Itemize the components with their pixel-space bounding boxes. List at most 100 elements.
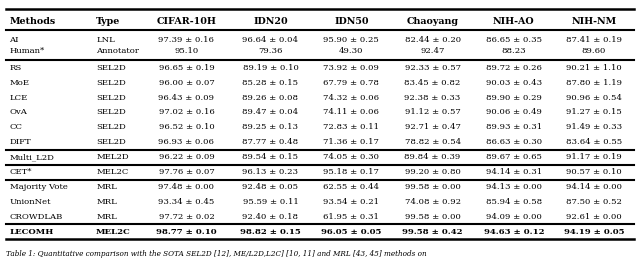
Text: MoE: MoE (10, 79, 29, 87)
Text: 86.65 ± 0.35: 86.65 ± 0.35 (486, 36, 542, 44)
Text: 91.17 ± 0.19: 91.17 ± 0.19 (566, 153, 621, 161)
Text: 92.38 ± 0.33: 92.38 ± 0.33 (404, 93, 461, 102)
Text: 97.76 ± 0.07: 97.76 ± 0.07 (159, 168, 214, 176)
Text: 78.82 ± 0.54: 78.82 ± 0.54 (404, 138, 461, 146)
Text: DIFT: DIFT (10, 138, 31, 146)
Text: 96.93 ± 0.06: 96.93 ± 0.06 (159, 138, 214, 146)
Text: LNL: LNL (96, 36, 115, 44)
Text: 97.02 ± 0.16: 97.02 ± 0.16 (159, 109, 214, 116)
Text: 62.55 ± 0.44: 62.55 ± 0.44 (323, 183, 380, 191)
Text: 93.34 ± 0.45: 93.34 ± 0.45 (158, 198, 214, 206)
Text: 96.05 ± 0.05: 96.05 ± 0.05 (321, 228, 381, 236)
Text: 92.40 ± 0.18: 92.40 ± 0.18 (243, 213, 298, 221)
Text: MRL: MRL (96, 198, 117, 206)
Text: Table 1: Quantitative comparison with the SOTA SEL2D [12], ME/L2D,L2C] [10, 11] : Table 1: Quantitative comparison with th… (6, 250, 427, 258)
Text: MEL2C: MEL2C (96, 168, 129, 176)
Text: 87.77 ± 0.48: 87.77 ± 0.48 (243, 138, 298, 146)
Text: OvA: OvA (10, 109, 28, 116)
Text: 96.22 ± 0.09: 96.22 ± 0.09 (159, 153, 214, 161)
Text: 95.10: 95.10 (174, 47, 198, 55)
Text: 72.83 ± 0.11: 72.83 ± 0.11 (323, 123, 380, 131)
Text: 95.18 ± 0.17: 95.18 ± 0.17 (323, 168, 380, 176)
Text: 99.20 ± 0.80: 99.20 ± 0.80 (404, 168, 461, 176)
Text: Majority Vote: Majority Vote (10, 183, 67, 191)
Text: Chaoyang: Chaoyang (406, 17, 459, 26)
Text: 96.65 ± 0.19: 96.65 ± 0.19 (159, 64, 214, 72)
Text: 88.23: 88.23 (502, 47, 526, 55)
Text: 89.84 ± 0.39: 89.84 ± 0.39 (404, 153, 461, 161)
Text: 96.13 ± 0.23: 96.13 ± 0.23 (243, 168, 298, 176)
Text: Type: Type (96, 17, 120, 26)
Text: UnionNet: UnionNet (10, 198, 51, 206)
Text: SEL2D: SEL2D (96, 93, 126, 102)
Text: IDN20: IDN20 (253, 17, 288, 26)
Text: Annotator: Annotator (96, 47, 139, 55)
Text: 85.28 ± 0.15: 85.28 ± 0.15 (243, 79, 298, 87)
Text: 87.41 ± 0.19: 87.41 ± 0.19 (566, 36, 622, 44)
Text: 67.79 ± 0.78: 67.79 ± 0.78 (323, 79, 380, 87)
Text: 98.77 ± 0.10: 98.77 ± 0.10 (156, 228, 217, 236)
Text: 89.93 ± 0.31: 89.93 ± 0.31 (486, 123, 542, 131)
Text: 97.39 ± 0.16: 97.39 ± 0.16 (159, 36, 214, 44)
Text: 89.72 ± 0.26: 89.72 ± 0.26 (486, 64, 541, 72)
Text: 94.19 ± 0.05: 94.19 ± 0.05 (564, 228, 624, 236)
Text: 96.43 ± 0.09: 96.43 ± 0.09 (159, 93, 214, 102)
Text: 98.82 ± 0.15: 98.82 ± 0.15 (240, 228, 301, 236)
Text: MRL: MRL (96, 183, 117, 191)
Text: CIFAR-10H: CIFAR-10H (156, 17, 216, 26)
Text: 90.03 ± 0.43: 90.03 ± 0.43 (486, 79, 542, 87)
Text: 99.58 ± 0.00: 99.58 ± 0.00 (404, 213, 461, 221)
Text: 83.45 ± 0.82: 83.45 ± 0.82 (404, 79, 461, 87)
Text: RS: RS (10, 64, 22, 72)
Text: 92.47: 92.47 (420, 47, 445, 55)
Text: 85.94 ± 0.58: 85.94 ± 0.58 (486, 198, 542, 206)
Text: 96.64 ± 0.04: 96.64 ± 0.04 (243, 36, 298, 44)
Text: 89.26 ± 0.08: 89.26 ± 0.08 (243, 93, 298, 102)
Text: 91.12 ± 0.57: 91.12 ± 0.57 (404, 109, 460, 116)
Text: 95.90 ± 0.25: 95.90 ± 0.25 (323, 36, 380, 44)
Text: 91.49 ± 0.33: 91.49 ± 0.33 (566, 123, 622, 131)
Text: 89.67 ± 0.65: 89.67 ± 0.65 (486, 153, 541, 161)
Text: 89.54 ± 0.15: 89.54 ± 0.15 (243, 153, 298, 161)
Text: 74.05 ± 0.30: 74.05 ± 0.30 (323, 153, 380, 161)
Text: 92.71 ± 0.47: 92.71 ± 0.47 (404, 123, 461, 131)
Text: 83.64 ± 0.55: 83.64 ± 0.55 (566, 138, 622, 146)
Text: SEL2D: SEL2D (96, 109, 126, 116)
Text: 89.60: 89.60 (582, 47, 606, 55)
Text: IDN50: IDN50 (334, 17, 369, 26)
Text: 89.19 ± 0.10: 89.19 ± 0.10 (243, 64, 298, 72)
Text: CC: CC (10, 123, 22, 131)
Text: 90.57 ± 0.10: 90.57 ± 0.10 (566, 168, 621, 176)
Text: 93.54 ± 0.21: 93.54 ± 0.21 (323, 198, 380, 206)
Text: LECOMH: LECOMH (10, 228, 54, 236)
Text: 74.32 ± 0.06: 74.32 ± 0.06 (323, 93, 380, 102)
Text: 89.47 ± 0.04: 89.47 ± 0.04 (243, 109, 298, 116)
Text: 90.21 ± 1.10: 90.21 ± 1.10 (566, 64, 621, 72)
Text: Multi_L2D: Multi_L2D (10, 153, 54, 161)
Text: 89.90 ± 0.29: 89.90 ± 0.29 (486, 93, 541, 102)
Text: MEL2C: MEL2C (96, 228, 131, 236)
Text: CET*: CET* (10, 168, 32, 176)
Text: 94.13 ± 0.00: 94.13 ± 0.00 (486, 183, 542, 191)
Text: SEL2D: SEL2D (96, 79, 126, 87)
Text: 92.61 ± 0.00: 92.61 ± 0.00 (566, 213, 621, 221)
Text: 94.09 ± 0.00: 94.09 ± 0.00 (486, 213, 541, 221)
Text: AI: AI (10, 36, 19, 44)
Text: 49.30: 49.30 (339, 47, 364, 55)
Text: 82.44 ± 0.20: 82.44 ± 0.20 (404, 36, 461, 44)
Text: 90.06 ± 0.49: 90.06 ± 0.49 (486, 109, 541, 116)
Text: 94.63 ± 0.12: 94.63 ± 0.12 (484, 228, 544, 236)
Text: 73.92 ± 0.09: 73.92 ± 0.09 (323, 64, 380, 72)
Text: 92.33 ± 0.57: 92.33 ± 0.57 (404, 64, 461, 72)
Text: 74.08 ± 0.92: 74.08 ± 0.92 (404, 198, 461, 206)
Text: Methods: Methods (10, 17, 56, 26)
Text: 94.14 ± 0.00: 94.14 ± 0.00 (566, 183, 622, 191)
Text: SEL2D: SEL2D (96, 123, 126, 131)
Text: 95.59 ± 0.11: 95.59 ± 0.11 (243, 198, 298, 206)
Text: Human*: Human* (10, 47, 45, 55)
Text: 96.52 ± 0.10: 96.52 ± 0.10 (159, 123, 214, 131)
Text: 96.00 ± 0.07: 96.00 ± 0.07 (159, 79, 214, 87)
Text: 97.72 ± 0.02: 97.72 ± 0.02 (159, 213, 214, 221)
Text: 99.58 ± 0.00: 99.58 ± 0.00 (404, 183, 461, 191)
Text: NIH-NM: NIH-NM (572, 17, 616, 26)
